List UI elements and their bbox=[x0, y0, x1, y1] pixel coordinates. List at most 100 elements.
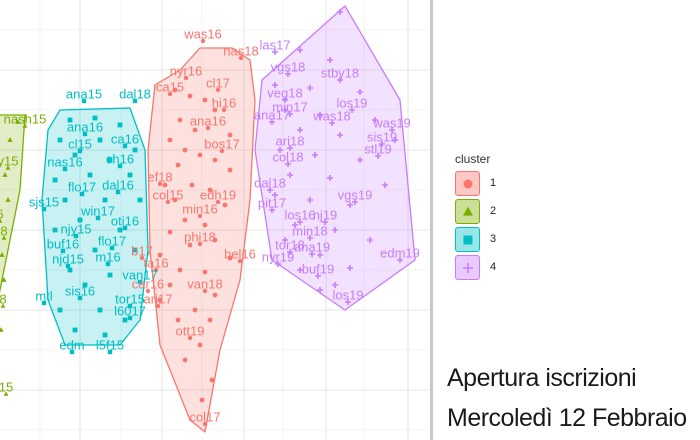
cluster-1-hull bbox=[147, 47, 256, 433]
cluster-4-point bbox=[272, 49, 278, 55]
point-label: ch16 bbox=[106, 151, 134, 166]
cluster-4-point bbox=[307, 197, 313, 203]
cluster-1-point bbox=[202, 288, 208, 294]
point-label: ana15 bbox=[66, 86, 102, 101]
point-label: tor18 bbox=[275, 237, 305, 252]
triangle-marker-icon bbox=[463, 206, 473, 216]
cluster-2-point bbox=[2, 172, 8, 177]
point-label: dal18 bbox=[119, 86, 151, 101]
cluster-4-point bbox=[345, 299, 351, 305]
cluster-4-point bbox=[287, 249, 293, 255]
cluster-3-point bbox=[72, 327, 78, 333]
point-label: buf19 bbox=[302, 261, 335, 276]
cluster-3-point bbox=[127, 172, 133, 178]
cluster-4-point bbox=[347, 265, 353, 271]
point-label: sis19 bbox=[367, 129, 397, 144]
cluster-3-point bbox=[115, 189, 121, 195]
cluster-3-point bbox=[105, 261, 111, 267]
cluster-4-point bbox=[315, 273, 321, 279]
cluster-3-point bbox=[82, 282, 88, 288]
legend-item-2: 2 bbox=[455, 197, 496, 225]
legend-item-3: 3 bbox=[455, 225, 496, 253]
cluster-3-point bbox=[57, 307, 63, 313]
cluster-4-point bbox=[357, 89, 363, 95]
cluster-1-point bbox=[189, 182, 195, 188]
point-label: bos17 bbox=[204, 136, 239, 151]
cluster-3-point bbox=[117, 122, 123, 128]
legend-key-2-glyph bbox=[463, 206, 473, 216]
cluster-2-point bbox=[15, 119, 21, 124]
cluster-1-point bbox=[227, 132, 233, 138]
cluster-4-point bbox=[272, 192, 278, 198]
point-label: col17 bbox=[189, 409, 220, 424]
cluster-1-point bbox=[165, 199, 171, 205]
cluster-1-point bbox=[212, 292, 218, 298]
cluster-1-points bbox=[139, 38, 244, 427]
cluster-3-point bbox=[67, 267, 73, 273]
cluster-3-point bbox=[62, 166, 68, 172]
point-label: edm bbox=[59, 337, 84, 352]
point-label: ta16 bbox=[143, 255, 168, 270]
cluster-2-point bbox=[1, 235, 7, 240]
cluster-1-point bbox=[202, 269, 208, 275]
point-label: ana19 bbox=[294, 239, 330, 254]
cluster-1-point bbox=[153, 267, 159, 273]
cluster-3-point bbox=[52, 227, 58, 233]
cluster-3-point bbox=[97, 137, 103, 143]
point-label: las17 bbox=[259, 37, 290, 52]
point-label: nj19 bbox=[313, 207, 338, 222]
point-label: cl17 bbox=[206, 75, 230, 90]
cluster-1-point bbox=[182, 357, 188, 363]
plus-marker-icon bbox=[463, 262, 473, 273]
point-label: min16 bbox=[182, 201, 217, 216]
cluster-1-point bbox=[197, 152, 203, 158]
cluster-1-point bbox=[199, 397, 205, 403]
point-label: los19 bbox=[336, 95, 367, 110]
point-label: 6 bbox=[0, 206, 4, 221]
cluster-4-point bbox=[282, 237, 288, 243]
point-label: ef18 bbox=[147, 169, 172, 184]
cluster-3-point bbox=[122, 225, 128, 231]
point-label: y15 bbox=[0, 153, 18, 168]
cluster-1-point bbox=[205, 125, 211, 131]
cluster-3-point bbox=[82, 131, 88, 137]
cluster-3-point bbox=[87, 172, 93, 178]
cluster-4-point bbox=[285, 161, 291, 167]
cluster-3-point bbox=[107, 272, 113, 278]
cluster-1-point bbox=[177, 267, 183, 273]
cluster-1-point bbox=[175, 162, 181, 168]
cluster-2-point bbox=[5, 165, 11, 170]
cluster-1-point bbox=[175, 317, 181, 323]
cluster-4-point bbox=[332, 227, 338, 233]
point-label: dal16 bbox=[102, 177, 134, 192]
legend-item-1: 1 bbox=[455, 169, 496, 197]
cluster-1-point bbox=[202, 97, 208, 103]
cluster-3-point bbox=[79, 191, 85, 197]
cluster-4-point bbox=[329, 120, 335, 126]
point-label: hi16 bbox=[212, 95, 237, 110]
cluster-3-point bbox=[81, 98, 87, 104]
cluster-1-point bbox=[183, 75, 189, 81]
cluster-1-point bbox=[200, 38, 206, 44]
cluster-2-point bbox=[7, 137, 13, 142]
cluster-1-point bbox=[219, 148, 225, 154]
point-label: l6017 bbox=[114, 303, 146, 318]
cluster-1-point bbox=[207, 317, 213, 323]
announcement-title: Apertura iscrizioni bbox=[447, 364, 637, 392]
announcement: Apertura iscrizioni Mercoledì 12 Febbrai… bbox=[447, 358, 687, 438]
cluster-3-point bbox=[132, 98, 138, 104]
panel-divider bbox=[430, 0, 433, 440]
cluster-3-point bbox=[77, 217, 83, 223]
cluster-2-hull bbox=[0, 114, 26, 294]
point-label: veg18 bbox=[267, 85, 302, 100]
cluster-4-point bbox=[292, 222, 298, 228]
cluster-4-point bbox=[272, 82, 278, 88]
cluster-3-point bbox=[102, 332, 108, 338]
point-label: win17 bbox=[80, 203, 115, 218]
cluster-4-point bbox=[287, 172, 293, 178]
cluster-3-point bbox=[127, 303, 133, 309]
point-label: edm19 bbox=[380, 245, 420, 260]
cluster-3-point bbox=[77, 148, 83, 154]
legend-title: cluster bbox=[455, 152, 491, 166]
